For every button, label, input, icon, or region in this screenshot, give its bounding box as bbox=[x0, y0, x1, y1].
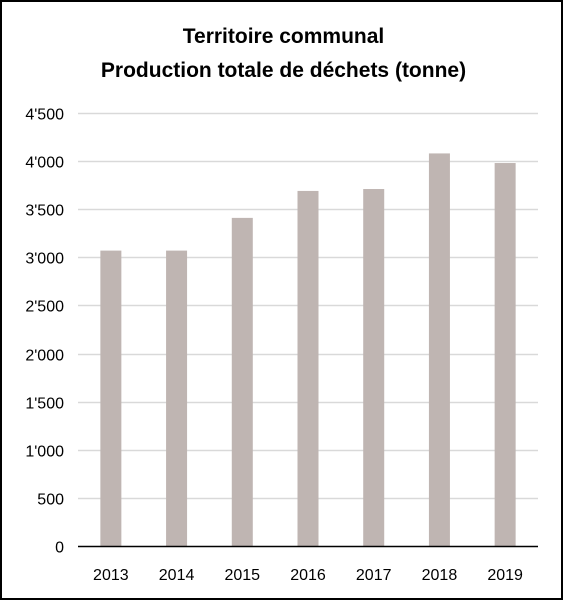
bars bbox=[100, 153, 516, 547]
y-tick-label: 4'500 bbox=[25, 107, 64, 124]
y-tick-label: 2'000 bbox=[25, 348, 64, 365]
chart-title-line-2: Production totale de déchets (tonne) bbox=[100, 59, 467, 82]
bar-2016 bbox=[297, 190, 319, 546]
x-tick-label: 2014 bbox=[159, 567, 195, 584]
y-tick-label: 1'500 bbox=[25, 396, 64, 413]
bar-2017 bbox=[363, 189, 385, 546]
y-tick-label: 2'500 bbox=[25, 299, 64, 316]
tick-labels: 0 500 1'000 1'500 2'000 2'500 3'000 3'500 4'000 4… bbox=[25, 107, 523, 585]
chart-title-line-1: Territoire communal bbox=[182, 25, 385, 48]
y-tick-label: 3'000 bbox=[25, 251, 64, 268]
y-tick-label: 0 bbox=[55, 540, 64, 557]
y-tick-label: 500 bbox=[37, 492, 64, 509]
bar-2018 bbox=[428, 153, 450, 546]
x-tick-label: 2019 bbox=[487, 567, 523, 584]
y-tick-label: 1'000 bbox=[25, 444, 64, 461]
x-tick-label: 2015 bbox=[224, 567, 260, 584]
x-tick-label: 2016 bbox=[290, 567, 326, 584]
bar-2013 bbox=[100, 250, 122, 546]
y-tick-label: 4'000 bbox=[25, 155, 64, 172]
bar-2019 bbox=[494, 163, 516, 546]
y-tick-label: 3'500 bbox=[25, 203, 64, 220]
x-tick-label: 2013 bbox=[93, 567, 129, 584]
x-tick-label: 2018 bbox=[422, 567, 458, 584]
bar-2015 bbox=[231, 217, 253, 547]
bar-2014 bbox=[166, 250, 188, 546]
x-tick-label: 2017 bbox=[356, 567, 392, 584]
